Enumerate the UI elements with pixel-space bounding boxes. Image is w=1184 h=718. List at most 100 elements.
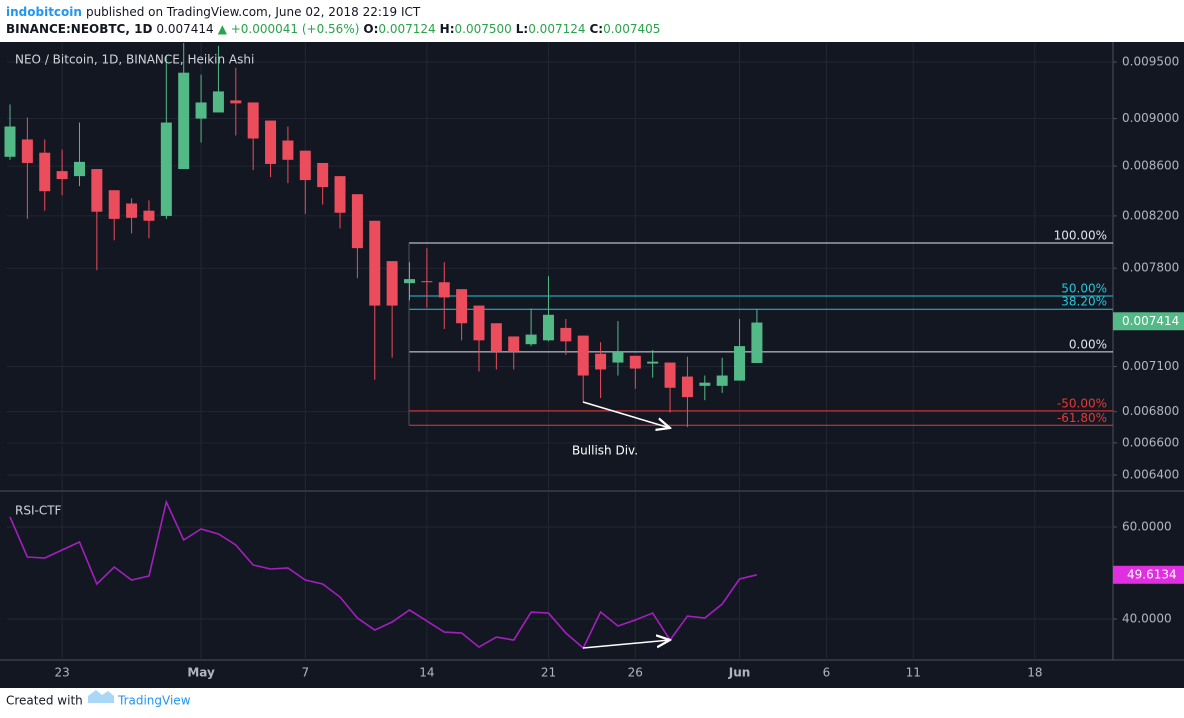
ohlc-value: 0.007124 xyxy=(378,22,435,36)
ohlc-key: H: xyxy=(440,22,455,36)
y-tick-label: 0.008200 xyxy=(1122,208,1179,222)
candle-body xyxy=(577,335,589,376)
x-tick-label: 23 xyxy=(54,666,69,680)
change: ▲ +0.000041 (+0.56%) xyxy=(218,22,360,36)
candle-body xyxy=(404,279,416,284)
candle-body xyxy=(438,282,450,298)
candle-body xyxy=(508,336,520,352)
footer-brand[interactable]: TradingView xyxy=(117,694,191,708)
fib-label: 38.20% xyxy=(1061,295,1107,309)
x-tick-label: 6 xyxy=(823,666,831,680)
candle-body xyxy=(178,72,190,170)
candle-body xyxy=(265,120,277,164)
candle-body xyxy=(160,122,172,216)
divergence-arrow xyxy=(582,640,670,649)
candle-body xyxy=(664,362,676,388)
candle-body xyxy=(21,139,33,163)
candle-body xyxy=(56,171,68,180)
rsi-title: RSI-CTF xyxy=(15,504,62,518)
candle-body xyxy=(4,126,16,157)
candle-body xyxy=(734,346,746,381)
candle-body xyxy=(699,382,711,386)
ohlc-key: O: xyxy=(363,22,378,36)
candle-body xyxy=(39,152,51,192)
fib-label: 100.00% xyxy=(1054,229,1107,243)
candle-body xyxy=(351,194,363,249)
pane-title: NEO / Bitcoin, 1D, BINANCE, Heikin Ashi xyxy=(15,53,254,67)
last-value-label: 49.6134 xyxy=(1127,567,1177,581)
x-tick-label: 11 xyxy=(906,666,921,680)
candle-body xyxy=(282,140,294,160)
candle-body xyxy=(195,102,207,119)
chart-background xyxy=(0,42,1184,688)
published: published on TradingView.com, June 02, 2… xyxy=(86,5,421,19)
candle-body xyxy=(299,150,311,181)
candle-body xyxy=(647,361,659,364)
y-tick-label: 0.008600 xyxy=(1122,159,1179,173)
symbol: BINANCE:NEOBTC, 1D xyxy=(6,22,152,36)
last-price-header: 0.007414 xyxy=(156,22,213,36)
x-tick-label: 21 xyxy=(541,666,556,680)
ohlc-value: 0.007124 xyxy=(528,22,585,36)
candle-body xyxy=(681,376,693,398)
rsi-line xyxy=(9,499,758,650)
candle-body xyxy=(73,161,85,177)
ohlc-value: 0.007405 xyxy=(603,22,660,36)
candle-body xyxy=(126,203,138,218)
x-tick-label: 18 xyxy=(1027,666,1042,680)
y-tick-label: 0.006600 xyxy=(1122,435,1179,449)
y-tick-label: 0.007800 xyxy=(1122,261,1179,275)
candle-body xyxy=(751,322,763,363)
y-tick-label: 40.0000 xyxy=(1122,612,1172,626)
candle-body xyxy=(490,323,502,352)
fib-label: 0.00% xyxy=(1069,337,1107,351)
x-tick-label: May xyxy=(187,666,215,680)
last-price-label: 0.007414 xyxy=(1122,314,1179,328)
y-tick-label: 0.006800 xyxy=(1122,404,1179,418)
candle-body xyxy=(317,162,329,188)
candle-body xyxy=(212,91,224,113)
last-price-tag xyxy=(1113,312,1184,331)
candle-body xyxy=(612,351,624,363)
y-tick-label: 60.0000 xyxy=(1122,519,1172,533)
candle-body xyxy=(525,334,537,345)
y-tick-label: 0.007100 xyxy=(1122,359,1179,373)
candle-body xyxy=(542,314,554,341)
candle-body xyxy=(247,102,259,139)
y-tick-label: 0.009000 xyxy=(1122,111,1179,125)
candle-body xyxy=(716,375,728,386)
y-tick-label: 0.009500 xyxy=(1122,55,1179,69)
author[interactable]: indobitcoin xyxy=(6,5,82,19)
footer-text: Created with xyxy=(6,694,83,708)
symbol-line: BINANCE:NEOBTC, 1D 0.007414 ▲ +0.000041 (+… xyxy=(6,22,660,36)
fib-label: -50.00% xyxy=(1057,396,1107,410)
candle-body xyxy=(595,353,607,370)
annotation: Bullish Div. xyxy=(572,444,638,458)
logo xyxy=(88,690,114,703)
y-tick-label: 0.006400 xyxy=(1122,468,1179,482)
divergence-arrow xyxy=(582,401,670,428)
x-tick-label: 14 xyxy=(419,666,434,680)
candle-body xyxy=(456,289,468,324)
ohlc-key: C: xyxy=(590,22,604,36)
x-tick-label: 7 xyxy=(301,666,309,680)
candle-body xyxy=(143,210,155,221)
x-tick-label: Jun xyxy=(728,666,751,680)
ohlc-value: 0.007500 xyxy=(455,22,512,36)
candle-body xyxy=(108,190,120,219)
header-line: indobitcoin published on TradingView.com,… xyxy=(6,5,421,19)
candle-body xyxy=(421,281,433,283)
candle-body xyxy=(560,327,572,342)
ohlc-key: L: xyxy=(516,22,528,36)
marks: 100.00% 50.00%38.20% 0.00% -50.00%-61.80% xyxy=(4,42,1113,650)
fib-label: 50.00% xyxy=(1061,282,1107,296)
last-value-tag xyxy=(1113,565,1184,584)
x-tick-label: 26 xyxy=(628,666,643,680)
candle-body xyxy=(386,261,398,306)
candle-body xyxy=(91,169,103,212)
candle-body xyxy=(369,220,381,306)
candle-body xyxy=(629,355,641,369)
fib-label: -61.80% xyxy=(1057,411,1107,425)
candle-body xyxy=(230,100,242,104)
